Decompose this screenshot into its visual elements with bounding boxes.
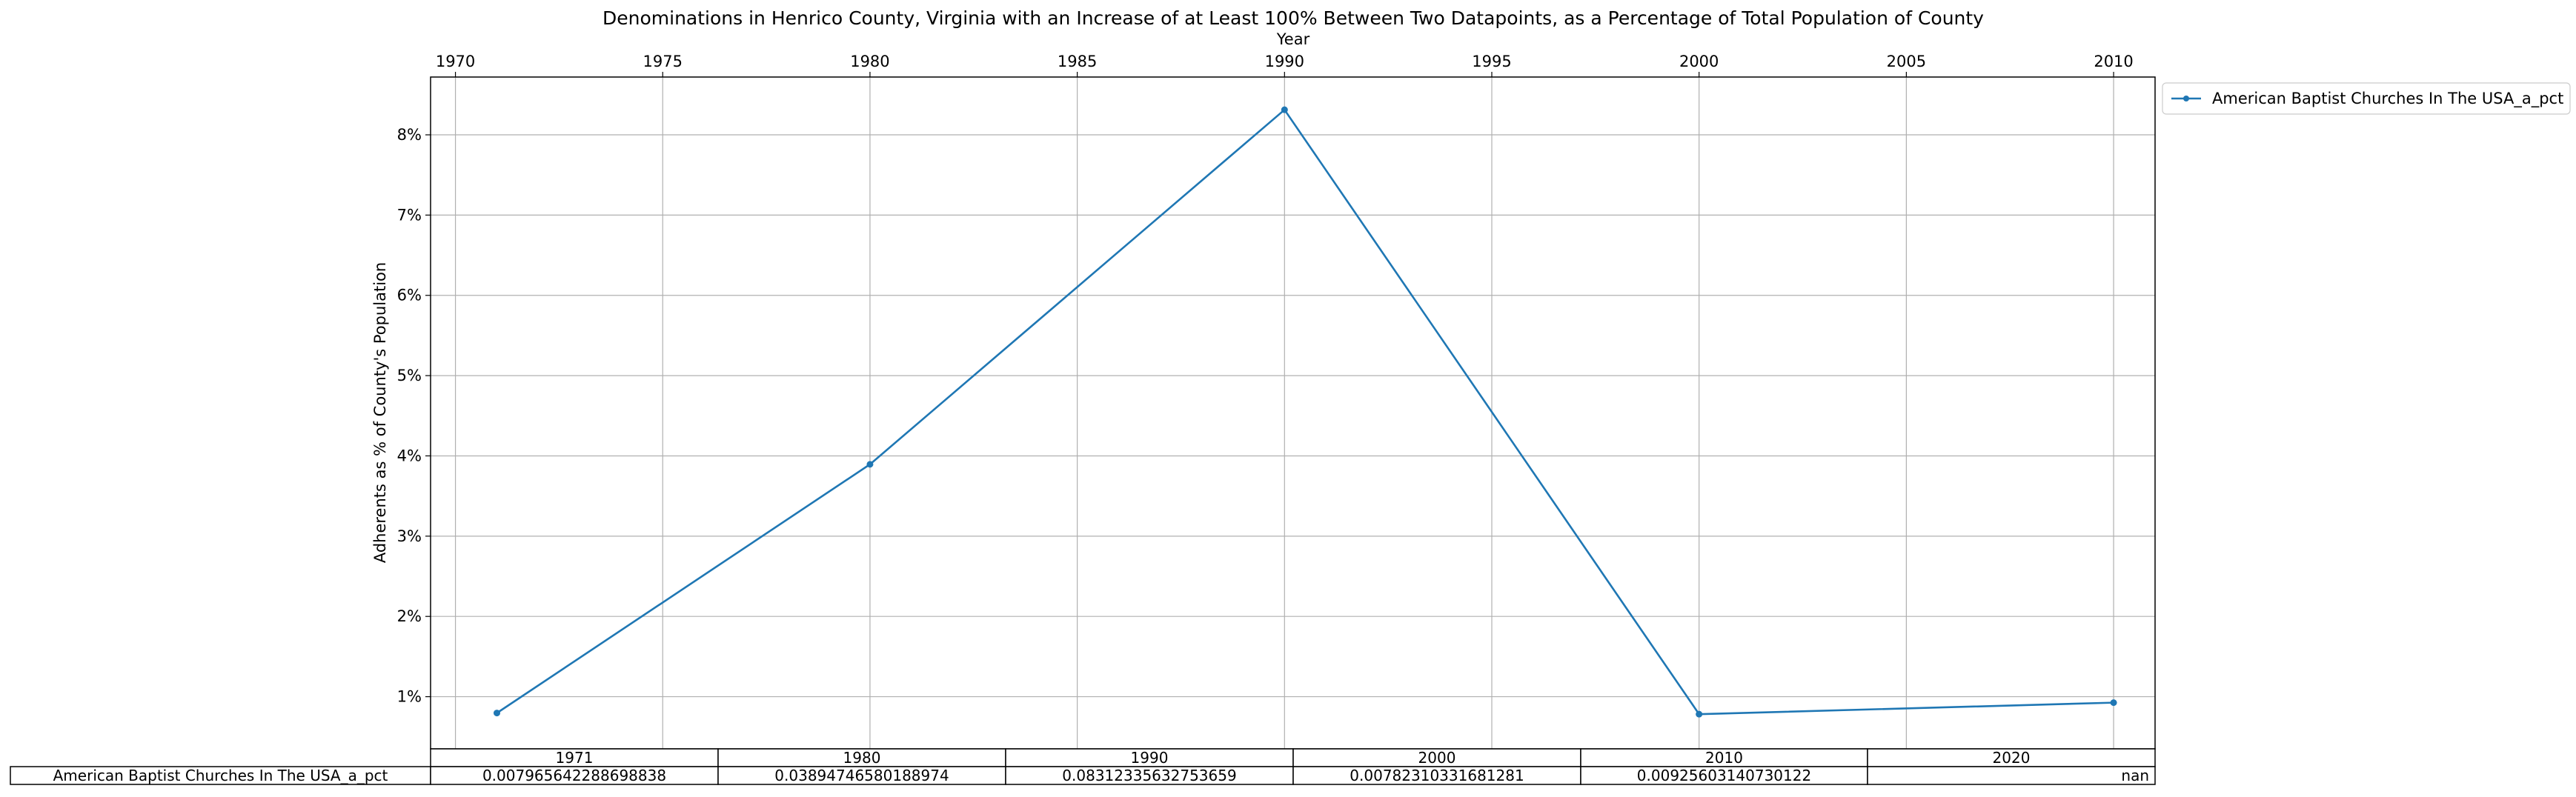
x-tick-label: 2005 [1887,53,1926,70]
table-header-label: 1980 [843,749,881,767]
x-tick-label: 1975 [643,53,683,70]
table-header-label: 1971 [556,749,594,767]
y-tick-label: 1% [397,688,422,706]
x-ticks: 1970 1975 1980 1985 1990 1995 2000 2005 2010 [436,53,2134,77]
y-ticks: 1% 2% 3% 4% 5% 6% 7% 8% [397,126,431,706]
table-header-label: 2020 [1993,749,2031,767]
legend-label: American Baptist Churches In The USA_a_p… [2212,90,2563,108]
y-tick-label: 7% [397,206,422,224]
table-header-cell [1580,748,1868,767]
data-table: 1971 1980 1990 2000 2010 2020 American Baptist… [10,748,2156,785]
table-cell-value: 0.00925603140730122 [1637,767,1811,784]
table-header-label: 1990 [1131,749,1169,767]
table-header-label: 2010 [1705,749,1743,767]
x-tick-label: 1980 [850,53,889,70]
table-cell [1005,766,1294,785]
legend-marker-swatch [2183,96,2189,101]
table-cell-value: nan [2121,767,2149,784]
table-cell [1292,766,1581,785]
table-cell-value: 0.007965642288698838 [482,767,666,784]
x-tick-label: 1995 [1472,53,1511,70]
legend: American Baptist Churches In The USA_a_p… [2162,82,2571,115]
y-tick-label: 5% [397,367,422,384]
table-header-label: 2000 [1418,749,1456,767]
table-cell-value: 0.08312335632753659 [1062,767,1236,784]
data-point [866,461,874,468]
chart-title: Denominations in Henrico County, Virgini… [602,7,1984,29]
y-tick-label: 8% [397,126,422,144]
table-row-label: American Baptist Churches In The USA_a_p… [53,767,388,784]
y-axis-label: Adherents as % of County's Population [371,262,389,563]
x-axis-label: Year [1276,30,1310,48]
x-tick-label: 2000 [1679,53,1719,70]
data-point [1696,710,1703,718]
y-tick-label: 6% [397,287,422,304]
table-cell-value: 0.00782310331681281 [1350,767,1524,784]
table-header-cell [1005,748,1294,767]
table-cell [1867,766,2156,785]
table-header-cell [430,748,719,767]
x-tick-label: 1985 [1058,53,1097,70]
legend-box [2162,82,2571,115]
y-tick-label: 3% [397,527,422,545]
y-tick-label: 2% [397,607,422,625]
x-tick-label: 1970 [436,53,475,70]
y-tick-label: 4% [397,447,422,464]
table-cell-value: 0.03894746580188974 [774,767,949,784]
data-point [1281,106,1288,113]
x-tick-label: 2010 [2094,53,2133,70]
series-layer [494,106,2117,718]
data-point [2110,699,2117,707]
table-row-label-cell [10,766,431,785]
data-point [494,710,500,717]
x-tick-label: 1990 [1265,53,1304,70]
table-cell [1580,766,1868,785]
table-cell [717,766,1006,785]
grid [431,77,2155,749]
table-header-cell [1292,748,1581,767]
